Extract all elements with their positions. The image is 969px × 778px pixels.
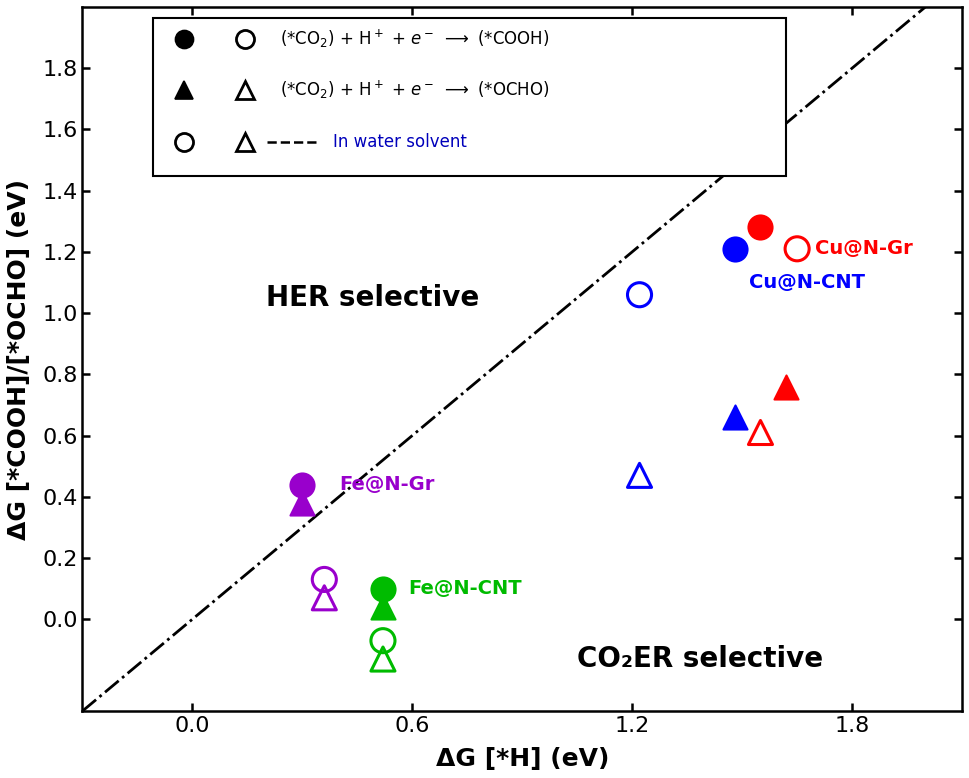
Text: Cu@N-CNT: Cu@N-CNT [749, 273, 865, 292]
Point [727, 243, 742, 255]
Point [375, 653, 391, 665]
Point [753, 426, 768, 439]
Point [375, 634, 391, 647]
Point [317, 591, 332, 604]
Point [632, 469, 647, 482]
Text: Fe@N-CNT: Fe@N-CNT [409, 579, 522, 598]
Text: In water solvent: In water solvent [333, 133, 467, 151]
X-axis label: ΔG [*H] (eV): ΔG [*H] (eV) [435, 747, 609, 771]
Point [727, 411, 742, 423]
Text: (*CO$_2$) + H$^+$ + $e^-$ $\longrightarrow$ (*COOH): (*CO$_2$) + H$^+$ + $e^-$ $\longrightarr… [280, 27, 549, 50]
Point [295, 478, 310, 491]
Text: HER selective: HER selective [266, 284, 479, 312]
Text: CO₂ER selective: CO₂ER selective [578, 645, 824, 673]
Point [375, 583, 391, 595]
Point [632, 289, 647, 301]
Y-axis label: ΔG [*COOH]/[*OCHO] (eV): ΔG [*COOH]/[*OCHO] (eV) [7, 178, 31, 539]
Point [790, 243, 805, 255]
Point [753, 221, 768, 233]
Text: Cu@N-Gr: Cu@N-Gr [816, 240, 913, 258]
Text: Fe@N-Gr: Fe@N-Gr [339, 475, 434, 494]
Point [295, 496, 310, 509]
Point [317, 573, 332, 586]
FancyBboxPatch shape [153, 18, 786, 176]
Text: (*CO$_2$) + H$^+$ + $e^-$ $\longrightarrow$ (*OCHO): (*CO$_2$) + H$^+$ + $e^-$ $\longrightarr… [280, 79, 549, 101]
Point [375, 601, 391, 613]
Point [778, 380, 794, 393]
